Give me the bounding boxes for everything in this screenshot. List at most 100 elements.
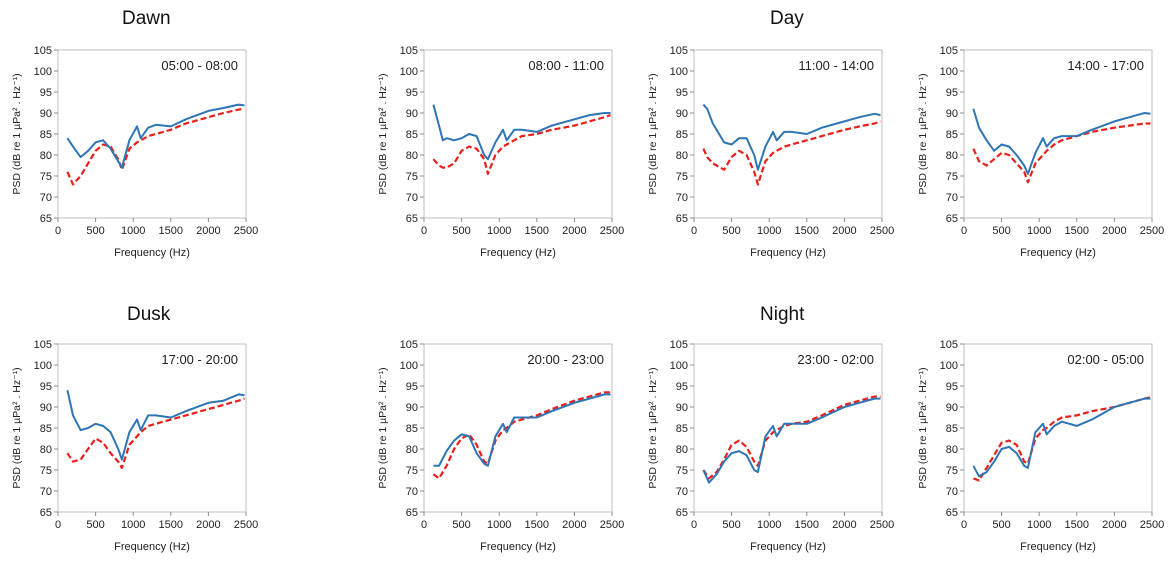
x-tick-label: 1000	[121, 225, 145, 237]
y-tick-label: 85	[406, 423, 418, 435]
y-tick-label: 105	[670, 45, 688, 57]
x-tick-label: 0	[691, 519, 697, 531]
x-axis-label: Frequency (Hz)	[480, 541, 556, 553]
x-axis-label: Frequency (Hz)	[480, 247, 556, 259]
y-tick-label: 100	[400, 66, 418, 78]
series-line-solid	[66, 103, 245, 169]
x-axis-label: Frequency (Hz)	[1020, 247, 1096, 259]
x-tick-label: 2500	[234, 225, 258, 237]
x-tick-label: 2000	[196, 225, 220, 237]
y-tick-label: 100	[940, 360, 958, 372]
y-tick-label: 85	[946, 423, 958, 435]
y-tick-label: 75	[406, 465, 418, 477]
series-line-solid	[432, 104, 611, 161]
y-tick-label: 90	[946, 108, 958, 120]
x-tick-label: 1000	[1027, 519, 1051, 531]
x-tick-label: 500	[992, 519, 1010, 531]
y-tick-label: 65	[946, 507, 958, 519]
plot-frame	[423, 343, 613, 513]
x-tick-label: 0	[961, 519, 967, 531]
panel-time-range: 20:00 - 23:00	[527, 352, 604, 367]
x-tick-label: 500	[722, 519, 740, 531]
y-axis-label: PSD (dB re 1 µPa² . Hz⁻¹)	[647, 73, 659, 194]
y-tick-label: 70	[40, 192, 52, 204]
y-tick-label: 100	[34, 360, 52, 372]
y-tick-label: 105	[670, 339, 688, 351]
y-tick-label: 95	[676, 87, 688, 99]
panel-time-range: 05:00 - 08:00	[161, 58, 238, 73]
x-tick-label: 500	[722, 225, 740, 237]
y-tick-label: 95	[40, 381, 52, 393]
y-tick-label: 90	[676, 108, 688, 120]
group-title-day: Day	[770, 8, 804, 29]
series-line-dashed	[972, 122, 1151, 184]
y-tick-label: 65	[676, 507, 688, 519]
group-title-dusk: Dusk	[127, 304, 171, 325]
series-line-dashed	[973, 396, 1151, 482]
y-tick-label: 65	[40, 213, 52, 225]
y-tick-label: 90	[946, 402, 958, 414]
y-axis-label: PSD (dB re 1 µPa² . Hz⁻¹)	[377, 367, 389, 488]
x-tick-label: 2000	[1102, 519, 1126, 531]
x-tick-label: 1500	[159, 519, 183, 531]
y-tick-label: 70	[40, 486, 52, 498]
y-tick-label: 80	[40, 444, 52, 456]
y-tick-label: 95	[40, 87, 52, 99]
x-tick-label: 1500	[1065, 519, 1089, 531]
y-tick-label: 85	[946, 129, 958, 141]
y-axis-label: PSD (dB re 1 µPa² . Hz⁻¹)	[377, 73, 389, 194]
chart-panel-2000-2300: 65 70 75 80 85 90 95 100 105 0 500 1000 1500 2000 2500…	[377, 339, 624, 553]
series-line-solid	[972, 397, 1151, 478]
y-tick-label: 70	[676, 192, 688, 204]
y-tick-label: 75	[946, 171, 958, 183]
y-tick-label: 80	[40, 150, 52, 162]
y-axis-label: PSD (dB re 1 µPa² . Hz⁻¹)	[11, 73, 23, 194]
y-tick-label: 70	[946, 486, 958, 498]
y-tick-label: 65	[406, 213, 418, 225]
x-tick-label: 2500	[1140, 225, 1164, 237]
y-tick-label: 105	[400, 339, 418, 351]
series-line-solid	[702, 397, 881, 484]
series-line-solid	[66, 389, 245, 461]
x-tick-label: 500	[86, 519, 104, 531]
x-tick-label: 2000	[832, 225, 856, 237]
x-tick-label: 1000	[487, 519, 511, 531]
x-tick-label: 0	[691, 225, 697, 237]
y-axis-label: PSD (dB re 1 µPa² . Hz⁻¹)	[647, 367, 659, 488]
y-tick-label: 80	[946, 150, 958, 162]
x-tick-label: 1000	[757, 519, 781, 531]
panel-time-range: 17:00 - 20:00	[161, 352, 238, 367]
x-tick-label: 0	[55, 225, 61, 237]
panel-time-range: 23:00 - 02:00	[797, 352, 874, 367]
y-tick-label: 95	[406, 381, 418, 393]
panel-time-range: 02:00 - 05:00	[1067, 352, 1144, 367]
chart-panel-1400-1700: 65 70 75 80 85 90 95 100 105 0 500 1000 1500 2000 2500…	[917, 45, 1164, 259]
y-tick-label: 100	[670, 66, 688, 78]
y-tick-label: 105	[940, 45, 958, 57]
y-tick-label: 100	[940, 66, 958, 78]
y-tick-label: 75	[40, 465, 52, 477]
y-tick-label: 80	[406, 444, 418, 456]
y-tick-label: 75	[676, 465, 688, 477]
x-tick-label: 1500	[1065, 225, 1089, 237]
y-tick-label: 100	[34, 66, 52, 78]
y-tick-label: 70	[946, 192, 958, 204]
y-tick-label: 75	[946, 465, 958, 477]
x-axis-label: Frequency (Hz)	[114, 247, 190, 259]
x-tick-label: 0	[961, 225, 967, 237]
group-title-dawn: Dawn	[122, 8, 171, 29]
series-line-dashed	[66, 107, 245, 186]
y-tick-label: 85	[40, 129, 52, 141]
series-line-dashed	[432, 114, 611, 175]
y-tick-label: 90	[40, 108, 52, 120]
x-tick-label: 1500	[525, 519, 549, 531]
series-line-solid	[972, 108, 1151, 175]
x-tick-label: 1500	[159, 225, 183, 237]
x-tick-label: 1000	[1027, 225, 1051, 237]
x-tick-label: 1500	[795, 225, 819, 237]
y-axis-label: PSD (dB re 1 µPa² . Hz⁻¹)	[11, 367, 23, 488]
series-line-dashed	[66, 397, 245, 469]
chart-panel-0500-0800: 65 70 75 80 85 90 95 100 105 0 500 1000 1500 2000 2500…	[11, 45, 258, 259]
y-tick-label: 85	[676, 129, 688, 141]
